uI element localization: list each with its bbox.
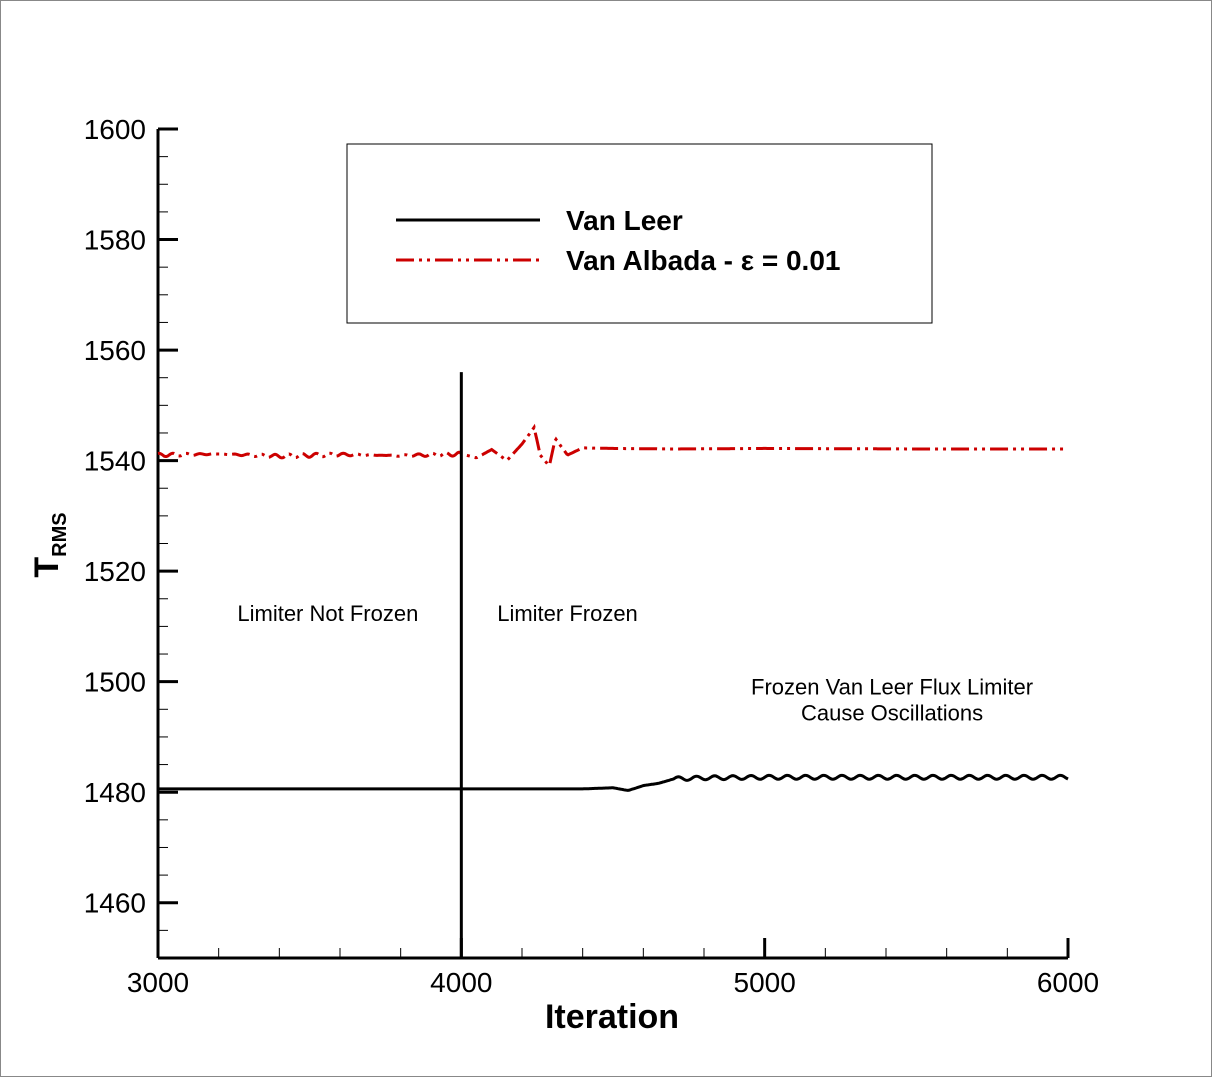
- x-tick-label: 5000: [734, 967, 796, 998]
- ticks: 1460 1480 1500 1520 1540 1560 1580 1600 3000 4000…: [84, 114, 1099, 998]
- y-tick-label: 1540: [84, 446, 146, 477]
- y-tick-label: 1500: [84, 667, 146, 698]
- legend-label-van-albada: Van Albada - ε = 0.01: [566, 245, 840, 276]
- series-line-van-albada: [157, 423, 1068, 469]
- y-tick-label: 1600: [84, 114, 146, 145]
- legend-box: [346, 143, 933, 324]
- x-axis-title: Iteration: [545, 998, 679, 1036]
- y-tick-label: 1480: [84, 777, 146, 808]
- annotation-text: Limiter Not Frozen: [237, 601, 418, 626]
- x-tick-label: 4000: [430, 967, 492, 998]
- y-tick-label: 1560: [84, 335, 146, 366]
- annotation-text: Cause Oscillations: [801, 700, 983, 725]
- y-axis-title: TRMS: [28, 512, 71, 577]
- x-tick-label: 6000: [1037, 967, 1099, 998]
- annotation-text: Limiter Frozen: [497, 601, 638, 626]
- series-line-van-leer: [158, 773, 1069, 792]
- y-axis-title-main: T: [28, 557, 66, 578]
- y-tick-label: 1460: [84, 888, 146, 919]
- legend: Van Leer Van Albada - ε = 0.01: [346, 143, 933, 324]
- y-axis-title-sub: RMS: [49, 512, 71, 556]
- y-tick-label: 1580: [84, 225, 146, 256]
- y-tick-label: 1520: [84, 556, 146, 587]
- legend-label-van-leer: Van Leer: [566, 205, 683, 236]
- series-layer: [157, 423, 1069, 792]
- annotation-text: Frozen Van Leer Flux Limiter: [751, 674, 1033, 699]
- x-tick-label: 3000: [127, 967, 189, 998]
- svg-text:TRMS: TRMS: [28, 512, 71, 577]
- annotations: Limiter Not Frozen Limiter Frozen Frozen V…: [237, 601, 1033, 725]
